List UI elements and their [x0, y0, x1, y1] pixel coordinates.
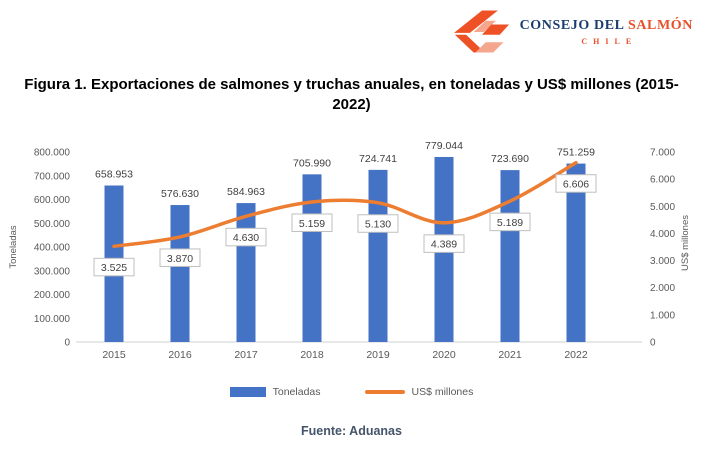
y-axis-tick-label: 0	[64, 337, 70, 348]
line-value-box	[93, 257, 135, 276]
bar-value-label: 576.630	[161, 188, 199, 200]
y-axis-tick-label: 300.000	[34, 266, 71, 277]
logo-name: CONSEJO DEL SALMÓN	[520, 18, 693, 34]
chart-canvas: 0 100.000 200.000 300.000 400.000 500.000 600.…	[8, 139, 691, 361]
bar	[170, 204, 190, 342]
line-value-label: 4.630	[233, 232, 259, 244]
x-axis-label: 2022	[564, 349, 588, 361]
y2-axis-tick-label: 3.000	[650, 256, 675, 267]
legend-label-usd-millones: US$ millones	[411, 385, 474, 398]
y-axis-tick-label: 800.000	[34, 147, 71, 158]
x-axis-label: 2018	[300, 349, 324, 361]
legend: Toneladas US$ millones	[0, 385, 703, 399]
header: CONSEJO DEL SALMÓN CHILE	[0, 0, 703, 62]
y2-axis-tick-label: 6.000	[650, 174, 675, 185]
x-axis-label: 2021	[498, 349, 522, 361]
source-note: Fuente: Aduanas	[301, 423, 402, 438]
line-value-label: 4.389	[431, 238, 457, 250]
bar-value-label: 779.044	[425, 139, 463, 151]
y2-axis-tick-label: 4.000	[650, 228, 675, 239]
x-axis-label: 2016	[168, 349, 192, 361]
bar-value-label: 751.259	[557, 146, 595, 158]
bar-value-label: 705.990	[293, 157, 331, 169]
y2-axis-tick-label: 2.000	[650, 283, 675, 294]
bar-value-label: 658.953	[95, 168, 133, 180]
logo-name-dark: CONSEJO DEL	[519, 18, 624, 33]
y2-axis-tick-label: 0	[650, 337, 656, 348]
y-axis-tick-label: 500.000	[34, 218, 71, 229]
bar-value-label: 723.690	[491, 153, 529, 165]
bar	[368, 169, 388, 342]
toneladas-swatch-icon	[229, 386, 266, 397]
bar	[302, 173, 322, 342]
y-axis-tick-label: 100.000	[34, 313, 71, 324]
line-value-box	[357, 213, 399, 233]
left-axis-title: Toneladas	[8, 225, 19, 269]
bar-value-label: 724.741	[359, 152, 397, 164]
salmon-swoosh-logo-icon	[453, 10, 509, 53]
figure-title: Figura 1. Exportaciones de salmones y tr…	[24, 76, 679, 114]
line-value-box	[291, 212, 333, 232]
bar-value-label: 584.963	[227, 186, 265, 198]
line-value-label: 5.159	[299, 217, 325, 229]
x-axis-label: 2019	[366, 349, 390, 361]
logo-text: CONSEJO DEL SALMÓN CHILE	[520, 18, 693, 46]
bar	[500, 169, 520, 342]
consejo-del-salmon-logo: CONSEJO DEL SALMÓN CHILE	[453, 8, 693, 56]
y2-axis-tick-label: 1.000	[650, 310, 675, 321]
y-axis-tick-label: 400.000	[34, 242, 71, 253]
x-axis-label: 2017	[234, 349, 258, 361]
legend-label-toneladas: Toneladas	[272, 385, 321, 398]
trend-line	[112, 160, 578, 248]
right-axis-title: US$ millones	[680, 214, 691, 270]
bar	[566, 163, 586, 342]
legend-item-usd-millones: US$ millones	[364, 385, 474, 398]
line-value-box	[225, 227, 267, 246]
line-value-label: 5.130	[365, 218, 391, 230]
logo-subtitle: CHILE	[581, 37, 638, 46]
x-axis-label: 2020	[432, 349, 456, 361]
line-value-box	[555, 173, 597, 193]
line-value-label: 6.606	[563, 178, 589, 190]
y2-axis-tick-label: 7.000	[650, 147, 675, 158]
usd-millones-line-swatch-icon	[364, 389, 405, 394]
y-axis-tick-label: 700.000	[34, 171, 71, 182]
y-axis-tick-label: 200.000	[34, 290, 71, 301]
bar	[236, 202, 256, 342]
line-value-label: 3.870	[167, 252, 193, 264]
line-value-box	[489, 212, 531, 231]
y-axis-tick-label: 600.000	[34, 195, 71, 206]
legend-item-toneladas: Toneladas	[229, 385, 321, 398]
line-value-label: 3.525	[101, 262, 127, 274]
x-axis-label: 2015	[102, 349, 126, 361]
line-value-box	[423, 233, 465, 253]
chart: 0 100.000 200.000 300.000 400.000 500.000 600.…	[0, 135, 703, 380]
line-value-label: 5.189	[497, 216, 523, 228]
line-value-box	[159, 247, 201, 267]
y2-axis-tick-label: 5.000	[650, 201, 675, 212]
logo-name-accent: SALMÓN	[627, 18, 693, 33]
